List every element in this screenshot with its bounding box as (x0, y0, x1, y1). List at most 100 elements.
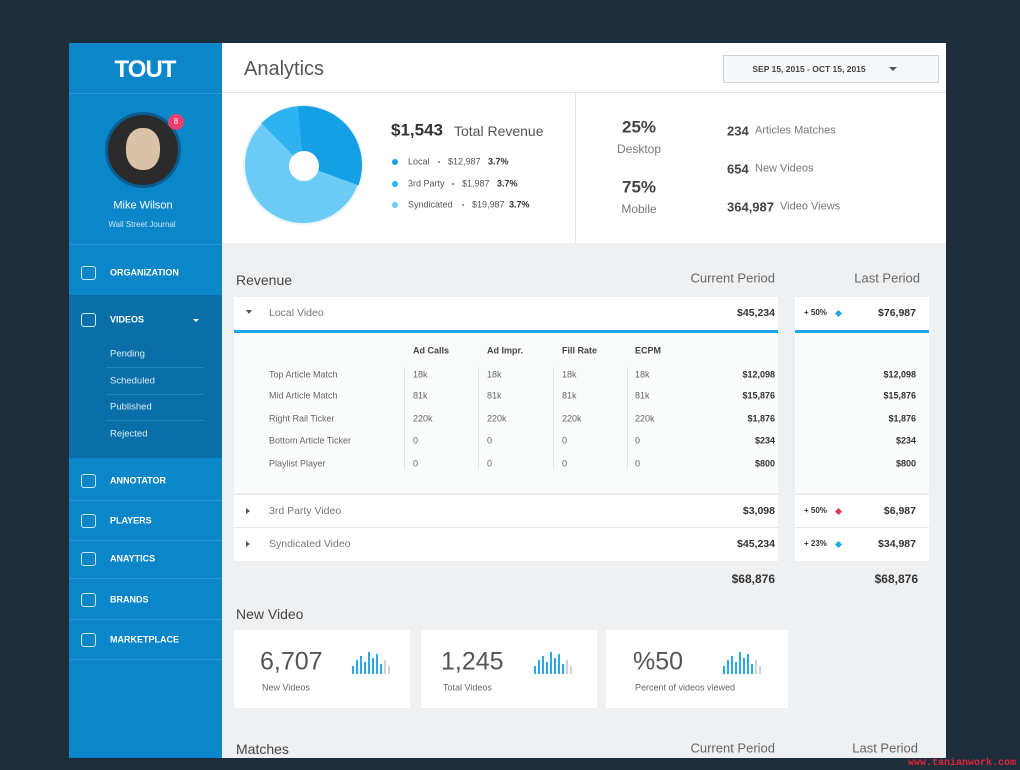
notification-count: 8 (173, 117, 179, 126)
sparkline-bar (534, 666, 536, 674)
stat-label: Articles Matches (755, 124, 836, 137)
divider (69, 500, 222, 501)
row-cell: 81k (562, 390, 577, 401)
nav-item[interactable]: PLAYERS (110, 515, 152, 526)
stat-value: 364,987 (727, 199, 774, 215)
sparkline-bar (735, 662, 737, 674)
nav-item[interactable]: ANNOTATOR (110, 475, 166, 486)
expanded-box (234, 333, 778, 493)
row-cell: 0 (487, 435, 493, 446)
legend-amount: $19,987 (472, 199, 505, 210)
row-name: Bottom Article Ticker (269, 435, 352, 446)
row-cell: 0 (562, 458, 568, 469)
device-label: Mobile (621, 202, 657, 216)
sparkline-bar (538, 660, 540, 674)
divider (69, 619, 222, 620)
nav-icon (81, 633, 96, 647)
legend-rate: 3.7% (488, 156, 509, 167)
stat-value: 654 (727, 161, 749, 177)
card-value: %50 (633, 647, 684, 676)
nav-subitem[interactable]: Scheduled (110, 374, 155, 386)
expand-toggle[interactable] (246, 508, 250, 514)
group-name[interactable]: 3rd Party Video (269, 504, 342, 517)
column-divider (478, 367, 479, 470)
nav-subitem[interactable]: Pending (110, 348, 145, 360)
nav-item[interactable]: BRANDS (110, 594, 149, 605)
column-divider (404, 367, 405, 470)
caret (193, 319, 199, 322)
group-name[interactable]: Syndicated Video (269, 537, 351, 550)
legend-sep (462, 204, 464, 206)
sparkline-bar (384, 660, 386, 674)
sparkline-bar (372, 658, 374, 674)
nav-subitem[interactable]: Published (110, 401, 152, 413)
nav-item[interactable]: MARKETPLACE (110, 634, 179, 645)
sparkline-bar (550, 652, 552, 674)
divider (106, 367, 204, 368)
row-cell: 0 (413, 458, 419, 469)
brand-logo: TOUT (114, 56, 177, 83)
bottom-mask (0, 758, 1020, 770)
notification-badge (168, 114, 184, 130)
watermark: www.tanianwork.com (907, 758, 1016, 769)
column-header: Current Period (690, 270, 775, 286)
date-picker[interactable] (723, 55, 939, 83)
divider (69, 540, 222, 541)
row-name: Playlist Player (269, 458, 326, 469)
stat-label: Video Views (780, 200, 841, 213)
expand-toggle[interactable] (246, 541, 250, 547)
user-name: Mike Wilson (113, 199, 173, 212)
stat-value: 234 (727, 123, 749, 139)
row-cell: 18k (487, 369, 502, 380)
date-range[interactable]: SEP 15, 2015 - OCT 15, 2015 (752, 63, 866, 74)
summary-divider (575, 93, 576, 243)
row-cell: 18k (562, 369, 577, 380)
device-share: 75% (621, 177, 657, 197)
row-cell: 220k (635, 413, 655, 424)
legend-dot (392, 202, 398, 208)
row-cell: 0 (562, 435, 568, 446)
sparkline-bar (723, 666, 725, 674)
nav-icon (81, 313, 96, 327)
table-column-header: ECPM (635, 345, 662, 356)
user-organization: Wall Street Journal (108, 220, 176, 229)
row-name: Top Article Match (269, 369, 338, 380)
section-title: Matches (236, 741, 289, 757)
device-label: Desktop (616, 142, 662, 156)
row-cell: 220k (487, 413, 507, 424)
nav-item[interactable]: VIDEOS (110, 314, 145, 325)
section-title: Revenue (236, 272, 293, 288)
group-change: + 50% (804, 308, 827, 317)
row-amount: $800 (754, 458, 775, 469)
row-name: Right Rail Ticker (269, 413, 335, 424)
sparkline-bar (747, 654, 749, 674)
revenue-pie (243, 105, 363, 225)
row-box[interactable] (234, 527, 778, 561)
legend-rate: 3.7% (509, 199, 530, 210)
nav-item[interactable]: ORGANIZATION (110, 267, 179, 278)
row-cell: 0 (635, 435, 641, 446)
row-box[interactable] (234, 494, 778, 527)
group-change: + 50% (804, 506, 827, 515)
total-current: $68,876 (731, 572, 775, 586)
sparkline-bar (751, 664, 753, 674)
card-value: 1,245 (441, 647, 504, 676)
nav-subitem[interactable]: Rejected (110, 427, 148, 439)
column-divider (553, 367, 554, 470)
nav-item[interactable]: ANAYTICS (110, 553, 156, 564)
legend-name: Local (408, 156, 430, 167)
column-header: Last Period (852, 740, 918, 756)
legend-name: 3rd Party (408, 178, 445, 188)
row-cell: 220k (562, 413, 582, 424)
column-header: Current Period (690, 740, 775, 756)
row-amount: $234 (895, 435, 916, 446)
group-current: $45,234 (737, 537, 775, 550)
row-box (795, 527, 929, 561)
group-current: $3,098 (742, 504, 775, 517)
dropdown-caret (889, 67, 897, 71)
expand-toggle[interactable] (246, 310, 252, 314)
group-name[interactable]: Local Video (269, 306, 324, 319)
active-underline (234, 330, 778, 333)
legend-amount: $1,987 (462, 178, 490, 188)
